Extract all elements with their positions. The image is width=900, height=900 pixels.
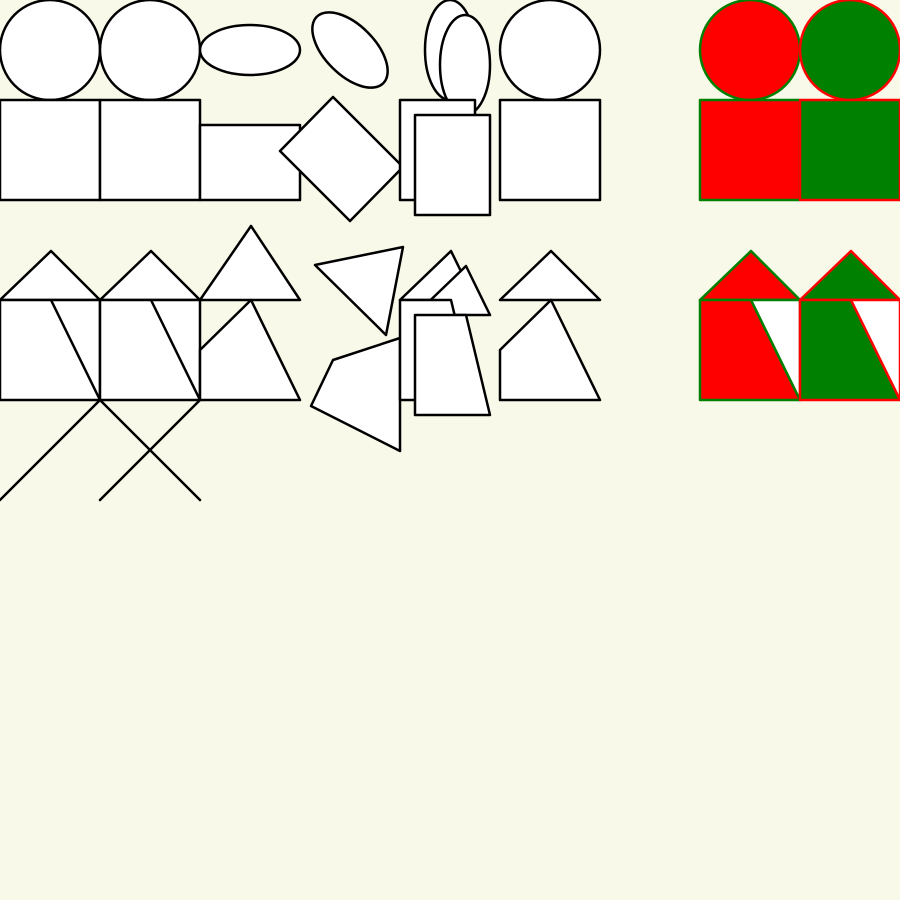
square-shape-2 [98,98,202,202]
shape-row-1 [0,0,900,223]
green-split-square-outline [849,298,900,402]
square-shape-3 [498,98,602,202]
green-split-square-shape [798,298,900,402]
green-square-shape [798,98,900,202]
circle-shape-1 [0,0,102,102]
line-row [0,398,202,502]
circle-shape-3 [498,0,602,102]
rectangle-pair-front [413,113,492,217]
trapezoid-pair-front [413,313,492,417]
wide-rectangle-shape [198,123,302,202]
square-shape-1 [0,98,102,202]
shape-row-2 [0,224,900,453]
ellipse-shape [198,23,302,77]
circle-shape-2 [98,0,202,102]
pentagon-shape-2 [498,298,602,402]
cross-line-3 [98,398,202,502]
red-circle-shape [698,0,802,102]
green-circle-shape [798,0,900,102]
rotated-triangle-shape [313,245,405,337]
split-square-shape-2 [98,298,202,402]
split-square-diagonal [49,299,102,401]
red-square-shape [698,98,802,202]
pentagon-shape-1 [198,298,302,402]
tilted-ellipse-shape [311,11,389,89]
rotated-square-shape [278,95,405,223]
cross-line-1 [0,398,102,502]
split-square-diagonal [149,299,202,401]
split-square-frame [98,298,202,402]
split-square-shape-1 [0,298,102,402]
split-square-frame [0,298,102,402]
